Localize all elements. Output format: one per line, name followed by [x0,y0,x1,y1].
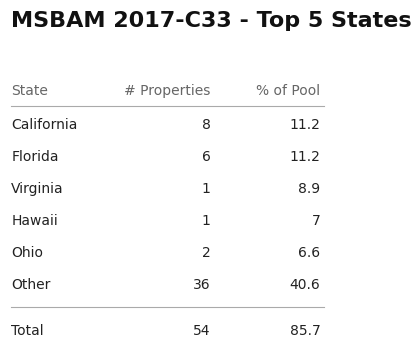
Text: MSBAM 2017-C33 - Top 5 States: MSBAM 2017-C33 - Top 5 States [11,10,412,31]
Text: 11.2: 11.2 [289,150,320,164]
Text: % of Pool: % of Pool [256,84,320,98]
Text: Florida: Florida [11,150,59,164]
Text: 54: 54 [193,324,211,337]
Text: 11.2: 11.2 [289,118,320,132]
Text: Ohio: Ohio [11,246,43,260]
Text: 7: 7 [312,214,320,228]
Text: Hawaii: Hawaii [11,214,58,228]
Text: 40.6: 40.6 [290,278,320,292]
Text: Virginia: Virginia [11,182,64,196]
Text: 2: 2 [202,246,211,260]
Text: 36: 36 [193,278,211,292]
Text: 6.6: 6.6 [298,246,320,260]
Text: Other: Other [11,278,51,292]
Text: 85.7: 85.7 [290,324,320,337]
Text: 1: 1 [202,182,211,196]
Text: State: State [11,84,48,98]
Text: Total: Total [11,324,44,337]
Text: 8: 8 [202,118,211,132]
Text: 6: 6 [202,150,211,164]
Text: California: California [11,118,78,132]
Text: 8.9: 8.9 [298,182,320,196]
Text: 1: 1 [202,214,211,228]
Text: # Properties: # Properties [124,84,211,98]
